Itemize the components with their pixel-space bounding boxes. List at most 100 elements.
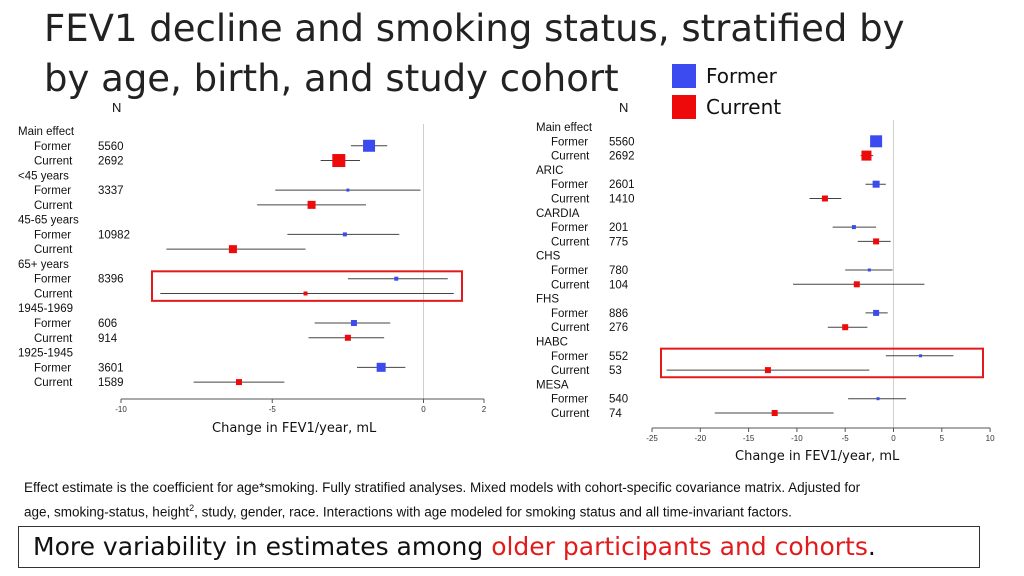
legend: Former Current bbox=[672, 60, 781, 122]
row-n-value: 552 bbox=[609, 351, 628, 363]
x-tick-label: 5 bbox=[940, 434, 945, 443]
row-n-value: 886 bbox=[609, 308, 628, 320]
legend-item-former: Former bbox=[672, 60, 781, 91]
point-estimate-marker bbox=[842, 324, 849, 331]
group-label: 45-65 years bbox=[18, 215, 79, 227]
row-n-value: 8396 bbox=[98, 274, 124, 286]
footnote-line-2: age, smoking-status, height2, study, gen… bbox=[24, 498, 1009, 523]
row-label: Current bbox=[34, 333, 73, 345]
row-n-value: 780 bbox=[609, 265, 628, 277]
row-label: Current bbox=[34, 244, 73, 256]
highlight-box bbox=[660, 347, 984, 379]
row-label: Current bbox=[34, 288, 73, 300]
point-estimate-marker bbox=[764, 367, 771, 374]
highlight-box bbox=[151, 270, 463, 302]
group-label: Main effect bbox=[18, 126, 75, 138]
group-label: MESA bbox=[536, 379, 569, 391]
point-estimate-marker bbox=[821, 195, 828, 202]
point-estimate-marker bbox=[344, 334, 351, 341]
x-axis-label-right: Change in FEV1/year, mL bbox=[735, 449, 900, 464]
row-label: Current bbox=[551, 279, 590, 291]
row-label: Former bbox=[34, 185, 71, 197]
point-estimate-marker bbox=[394, 276, 399, 281]
point-estimate-marker bbox=[919, 354, 923, 358]
row-n-value: 3601 bbox=[98, 362, 124, 374]
row-n-value: 5560 bbox=[98, 141, 124, 153]
row-n-value: 53 bbox=[609, 365, 622, 377]
group-label: Main effect bbox=[536, 122, 593, 134]
row-n-value: 1589 bbox=[98, 377, 124, 389]
point-estimate-marker bbox=[873, 309, 880, 316]
row-label: Current bbox=[551, 151, 590, 163]
row-label: Former bbox=[551, 308, 588, 320]
n-column-header-left: N bbox=[112, 100, 122, 115]
x-tick-label: 10 bbox=[986, 434, 995, 443]
x-tick-label: 0 bbox=[891, 434, 896, 443]
point-estimate-marker bbox=[870, 135, 883, 148]
group-label: <45 years bbox=[18, 170, 69, 182]
point-estimate-marker bbox=[853, 281, 860, 288]
x-tick-label: -25 bbox=[646, 434, 658, 443]
row-label: Current bbox=[551, 322, 590, 334]
row-n-value: 775 bbox=[609, 236, 628, 248]
point-estimate-marker bbox=[332, 154, 346, 168]
row-label: Former bbox=[551, 222, 588, 234]
row-n-value: 1410 bbox=[609, 194, 635, 206]
point-estimate-marker bbox=[303, 291, 308, 296]
point-estimate-marker bbox=[876, 397, 880, 401]
row-label: Current bbox=[551, 236, 590, 248]
group-label: CARDIA bbox=[536, 208, 580, 220]
point-estimate-marker bbox=[851, 225, 856, 230]
conclusion-highlight: older participants and cohorts bbox=[491, 532, 868, 561]
footnote: Effect estimate is the coefficient for a… bbox=[24, 478, 1009, 523]
x-tick-label: 2 bbox=[482, 405, 487, 414]
point-estimate-marker bbox=[771, 410, 778, 416]
conclusion-prefix: More variability in estimates among bbox=[33, 532, 492, 561]
n-column-header-right: N bbox=[619, 100, 629, 115]
row-n-value: 914 bbox=[98, 333, 118, 345]
point-estimate-marker bbox=[376, 362, 386, 372]
point-estimate-marker bbox=[342, 232, 347, 237]
point-estimate-marker bbox=[346, 188, 350, 192]
x-axis-label-left: Change in FEV1/year, mL bbox=[212, 421, 377, 436]
row-label: Former bbox=[551, 179, 588, 191]
row-n-value: 540 bbox=[609, 394, 628, 406]
row-label: Current bbox=[551, 365, 590, 377]
row-label: Former bbox=[551, 136, 588, 148]
legend-label-current: Current bbox=[706, 94, 782, 119]
row-n-value: 2692 bbox=[609, 151, 635, 163]
row-label: Former bbox=[551, 265, 588, 277]
point-estimate-marker bbox=[873, 238, 880, 245]
conclusion-suffix: . bbox=[867, 532, 876, 561]
point-estimate-marker bbox=[350, 320, 357, 327]
row-n-value: 201 bbox=[609, 222, 628, 234]
row-label: Former bbox=[34, 274, 71, 286]
x-tick-label: -10 bbox=[791, 434, 803, 443]
legend-label-former: Former bbox=[706, 63, 777, 88]
point-estimate-marker bbox=[363, 139, 376, 152]
point-estimate-marker bbox=[872, 180, 880, 188]
slide-title: FEV1 decline and smoking status, stratif… bbox=[44, 7, 905, 100]
point-estimate-marker bbox=[228, 245, 237, 254]
point-estimate-marker bbox=[307, 200, 316, 209]
row-label: Former bbox=[34, 229, 71, 241]
row-label: Current bbox=[34, 200, 73, 212]
x-tick-label: 0 bbox=[421, 405, 426, 414]
legend-item-current: Current bbox=[672, 91, 781, 122]
row-n-value: 276 bbox=[609, 322, 628, 334]
footnote-line-2-end: , study, gender, race. Interactions with… bbox=[194, 504, 792, 520]
group-label: CHS bbox=[536, 251, 561, 263]
row-label: Current bbox=[551, 194, 590, 206]
x-tick-label: -15 bbox=[743, 434, 755, 443]
group-label: FHS bbox=[536, 294, 559, 306]
point-estimate-marker bbox=[861, 150, 872, 161]
row-label: Current bbox=[551, 408, 590, 420]
group-label: ARIC bbox=[536, 165, 563, 177]
row-label: Former bbox=[34, 362, 71, 374]
forest-plot-study-cohort: -25 -20 -15 -10 -5 0 5 10 Main effect Former 5560 C… bbox=[536, 120, 995, 443]
x-tick-label: -20 bbox=[695, 434, 707, 443]
group-label: 1925-1945 bbox=[18, 348, 73, 360]
row-n-value: 10982 bbox=[98, 229, 130, 241]
footnote-superscript: 2 bbox=[189, 503, 195, 513]
group-label: HABC bbox=[536, 337, 568, 349]
